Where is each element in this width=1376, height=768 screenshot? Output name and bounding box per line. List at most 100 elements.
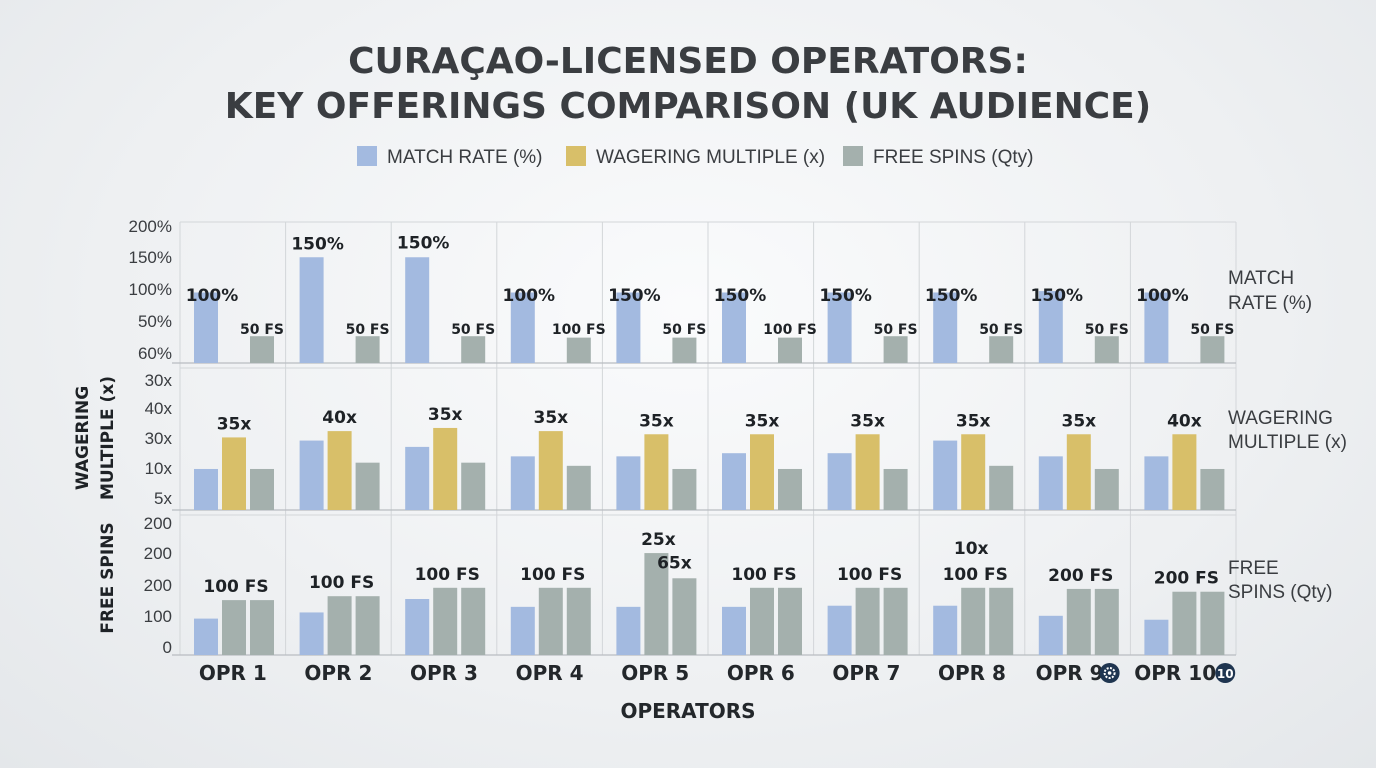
free-spins-qty-label: 100 FS bbox=[520, 565, 585, 585]
bar-wagering-free-spins bbox=[461, 462, 486, 510]
bar-wagering-match-rate bbox=[1144, 456, 1169, 510]
y-tick-label: 200 bbox=[144, 576, 172, 595]
bar-wagering-match-rate bbox=[722, 453, 746, 510]
bar-wagering-free-spins bbox=[989, 465, 1014, 510]
bar-match-match-rate bbox=[933, 292, 958, 363]
bar-match-free-spins bbox=[883, 336, 908, 363]
panel-right-label: FREE bbox=[1228, 558, 1279, 579]
bar-wagering-free-spins bbox=[250, 468, 274, 510]
bar-spins-free-spins bbox=[644, 553, 669, 655]
bar-match-free-spins bbox=[250, 336, 274, 363]
bar-match-match-rate bbox=[299, 257, 324, 363]
free-spins-label: 50 FS bbox=[662, 322, 706, 338]
free-spins-qty-label: 25x bbox=[641, 530, 676, 550]
legend-item-wagering: WAGERING MULTIPLE (x) bbox=[566, 146, 825, 168]
match-rate-label: 150% bbox=[608, 286, 661, 306]
wagering-label: 35x bbox=[956, 411, 991, 431]
legend-label: FREE SPINS (Qty) bbox=[873, 147, 1033, 168]
bar-spins-match-rate bbox=[405, 599, 430, 655]
free-spins-extra-label: 65x bbox=[657, 553, 692, 573]
y-tick-label: 150% bbox=[129, 248, 172, 267]
x-axis-title: OPERATORS bbox=[620, 699, 755, 723]
wagering-label: 35x bbox=[639, 411, 674, 431]
match-rate-label: 100% bbox=[186, 286, 239, 306]
bar-spins-free-spins bbox=[1200, 591, 1225, 655]
wagering-label: 35x bbox=[428, 405, 463, 425]
wagering-label: 35x bbox=[745, 411, 780, 431]
bar-wagering-wagering bbox=[538, 431, 563, 510]
free-spins-label: 50 FS bbox=[346, 322, 390, 338]
bar-match-match-rate bbox=[1038, 291, 1063, 363]
bar-match-free-spins bbox=[355, 336, 380, 363]
bar-wagering-wagering bbox=[1172, 434, 1197, 510]
bar-wagering-free-spins bbox=[566, 465, 591, 510]
bar-wagering-match-rate bbox=[933, 440, 958, 510]
bar-match-match-rate bbox=[722, 292, 746, 363]
bar-spins-free-spins bbox=[461, 587, 486, 655]
badge-text: 10 bbox=[1217, 667, 1234, 681]
bar-wagering-match-rate bbox=[405, 446, 430, 510]
bar-wagering-match-rate bbox=[510, 456, 535, 510]
y-tick-label: 0 bbox=[163, 638, 172, 657]
x-tick-label: OPR 2 bbox=[304, 661, 372, 685]
x-tick-label: OPR 4 bbox=[516, 661, 584, 685]
bar-spins-free-spins bbox=[538, 587, 563, 655]
free-spins-label: 50 FS bbox=[874, 322, 918, 338]
panel-right-label: SPINS (Qty) bbox=[1228, 582, 1333, 603]
y-tick-label: 50% bbox=[138, 312, 172, 331]
wagering-label: 40x bbox=[322, 408, 357, 428]
legend-swatch bbox=[843, 146, 863, 166]
match-rate-label: 150% bbox=[819, 286, 872, 306]
chart-title-line-1: CURAÇAO-LICENSED OPERATORS: bbox=[348, 41, 1028, 82]
bar-wagering-wagering bbox=[644, 434, 669, 510]
wagering-axis-label: WAGERING MULTIPLE (x) bbox=[73, 376, 118, 500]
chart-title: CURAÇAO-LICENSED OPERATORS: KEY OFFERING… bbox=[225, 41, 1151, 127]
free-spins-qty-label: 100 FS bbox=[309, 573, 374, 593]
match-rate-label: 100% bbox=[1136, 286, 1189, 306]
axes: 200% 150% 100% 50% 60% MATCH RATE (%) 30x 40x 30x… bbox=[73, 217, 1347, 723]
bar-spins-match-rate bbox=[616, 606, 641, 655]
x-tick-label: OPR 8 bbox=[938, 661, 1006, 685]
bar-spins-match-rate bbox=[722, 606, 746, 655]
bar-spins-free-spins bbox=[433, 587, 458, 655]
x-tick-label: OPR 6 bbox=[727, 661, 795, 685]
wagering-label: 35x bbox=[533, 408, 568, 428]
bar-match-match-rate bbox=[194, 292, 218, 363]
bar-match-free-spins bbox=[672, 337, 697, 363]
bar-match-match-rate bbox=[510, 292, 535, 363]
y-tick-label: 200% bbox=[129, 217, 172, 236]
free-spins-extra-label: 10x bbox=[954, 539, 989, 559]
bar-spins-free-spins bbox=[672, 578, 697, 655]
bar-match-match-rate bbox=[405, 257, 430, 363]
y-tick-label: 100 bbox=[144, 607, 172, 626]
bar-wagering-free-spins bbox=[355, 462, 380, 510]
free-spins-qty-label: 100 FS bbox=[415, 565, 480, 585]
bar-spins-free-spins bbox=[750, 587, 774, 655]
bar-wagering-wagering bbox=[750, 434, 774, 510]
bar-spins-free-spins bbox=[1172, 591, 1197, 655]
bar-match-match-rate bbox=[1144, 292, 1169, 363]
bar-match-free-spins bbox=[1200, 336, 1225, 363]
free-spins-label: 50 FS bbox=[451, 322, 495, 338]
free-spins-label: 50 FS bbox=[1085, 322, 1129, 338]
x-tick-label: OPR 5 bbox=[621, 661, 689, 685]
bar-match-match-rate bbox=[616, 292, 641, 363]
bar-wagering-match-rate bbox=[616, 456, 641, 510]
x-tick-label: OPR 3 bbox=[410, 661, 478, 685]
bar-wagering-wagering bbox=[961, 434, 986, 510]
x-tick-label: OPR 10 bbox=[1134, 661, 1216, 685]
y-tick-label: 200 bbox=[144, 544, 172, 563]
wagering-label: 35x bbox=[850, 411, 885, 431]
wagering-axis-label-line-2: MULTIPLE (x) bbox=[98, 376, 118, 500]
y-tick-label: 60% bbox=[138, 344, 172, 363]
bar-wagering-wagering bbox=[222, 437, 246, 510]
legend-swatch bbox=[357, 146, 377, 166]
y-tick-label: 5x bbox=[154, 489, 172, 508]
panel-right-label: MULTIPLE (x) bbox=[1228, 432, 1347, 453]
y-tick-label: 10x bbox=[145, 459, 173, 478]
bar-wagering-free-spins bbox=[1200, 468, 1225, 510]
bar-wagering-wagering bbox=[855, 434, 880, 510]
bar-spins-free-spins bbox=[327, 596, 352, 655]
x-tick-label: OPR 7 bbox=[832, 661, 900, 685]
